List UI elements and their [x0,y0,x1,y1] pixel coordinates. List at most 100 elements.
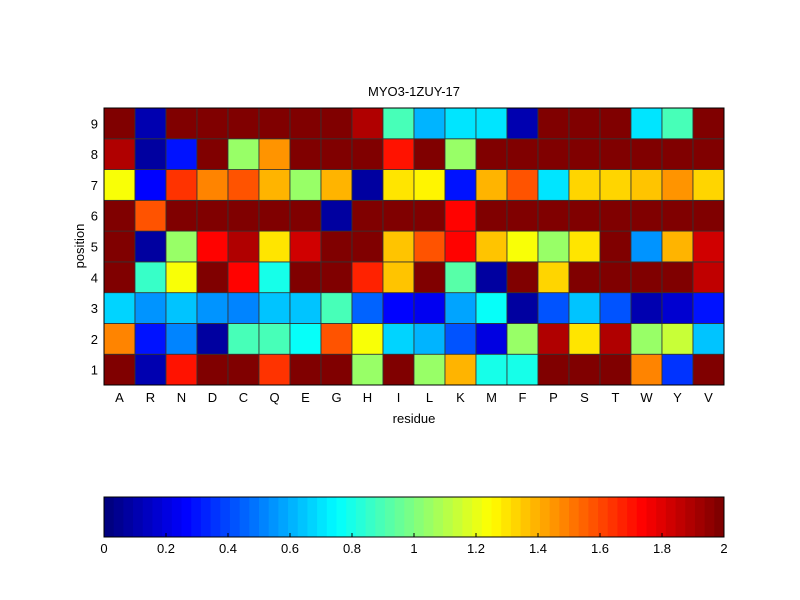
x-tick-label: I [397,390,401,405]
x-tick-label: F [519,390,527,405]
cell-C-6 [227,199,260,232]
cell-P-8 [537,138,570,170]
cell-V-5 [692,230,725,263]
cell-C-2 [227,323,260,355]
cell-P-6 [537,199,570,232]
cell-Q-3 [258,292,291,324]
colorbar-band [617,497,628,537]
colorbar-band [394,497,405,537]
cell-H-7 [351,169,384,201]
cell-C-5 [227,230,260,263]
cell-K-2 [444,323,477,355]
cell-P-1 [537,353,570,386]
cell-K-9 [444,107,477,140]
cell-H-9 [351,107,384,140]
cell-Y-1 [661,353,694,386]
colorbar-band [229,497,241,537]
cell-D-5 [196,230,229,263]
colorbar-band [268,497,279,537]
cell-M-3 [475,292,508,324]
cell-V-9 [692,107,725,140]
colorbar [104,497,725,537]
colorbar-tick-label: 1.2 [467,541,485,556]
y-tick-label: 9 [91,116,98,131]
colorbar-band [569,497,580,537]
cell-W-1 [630,353,663,386]
colorbar-band [714,497,725,537]
cell-G-3 [320,292,353,324]
x-tick-label: R [146,390,155,405]
y-tick-labels: 1 2 3 4 5 6 7 8 9 [91,116,98,377]
colorbar-band [288,497,299,537]
cell-M-8 [475,138,508,170]
cell-K-4 [444,261,477,294]
cell-L-7 [413,169,446,201]
colorbar-band [520,497,531,537]
colorbar-frame [103,496,725,538]
cell-S-1 [568,353,601,386]
colorbar-band [142,497,153,537]
colorbar-band [365,497,376,537]
cell-I-8 [382,138,415,170]
cell-H-1 [351,353,384,386]
colorbar-band [307,497,318,537]
cell-G-1 [320,353,353,386]
colorbar-band [326,497,337,537]
y-tick-label: 1 [91,363,98,378]
cell-D-9 [196,107,229,140]
colorbar-tick-label: 1.6 [591,541,609,556]
cell-W-2 [630,323,663,355]
cell-S-5 [568,230,601,263]
cell-A-7 [103,169,136,201]
colorbar-band [704,497,715,537]
colorbar-band [181,497,192,537]
cell-D-3 [196,292,229,324]
cell-Q-2 [258,323,291,355]
cell-H-2 [351,323,384,355]
colorbar-band [578,497,589,537]
cell-G-9 [320,107,353,140]
colorbar-tick-label: 0 [100,541,107,556]
cell-T-2 [599,323,632,355]
colorbar-band [481,497,492,537]
x-axis-label: residue [393,411,436,426]
x-tick-label: H [363,390,372,405]
cell-W-5 [630,230,663,263]
colorbar-band [249,497,260,537]
colorbar-tick-label: 0.4 [219,541,237,556]
cell-T-9 [599,107,632,140]
colorbar-band [462,497,473,537]
colorbar-band [375,497,386,537]
x-tick-label: P [549,390,558,405]
colorbar-band [297,497,308,537]
colorbar-band [104,497,115,537]
cell-T-5 [599,230,632,263]
cell-Q-4 [258,261,291,294]
cell-N-3 [165,292,198,324]
cell-I-1 [382,353,415,386]
cell-I-7 [382,169,415,201]
colorbar-band [162,497,173,537]
cell-P-5 [537,230,570,263]
cell-E-3 [289,292,322,324]
colorbar-band [656,497,667,537]
cell-E-8 [289,138,322,170]
colorbar-band [627,497,638,537]
colorbar-band [665,497,677,537]
colorbar-band [646,497,657,537]
x-tick-label: W [640,390,653,405]
colorbar-band [336,497,347,537]
cell-N-2 [165,323,198,355]
cell-C-4 [227,261,260,294]
cell-E-2 [289,323,322,355]
cell-E-1 [289,353,322,386]
cell-G-7 [320,169,353,201]
cell-M-6 [475,199,508,232]
chart-title: MYO3-1ZUY-17 [368,84,460,99]
colorbar-band [171,497,182,537]
colorbar-band [549,497,560,537]
y-tick-label: 3 [91,301,98,316]
colorbar-band [433,497,444,537]
